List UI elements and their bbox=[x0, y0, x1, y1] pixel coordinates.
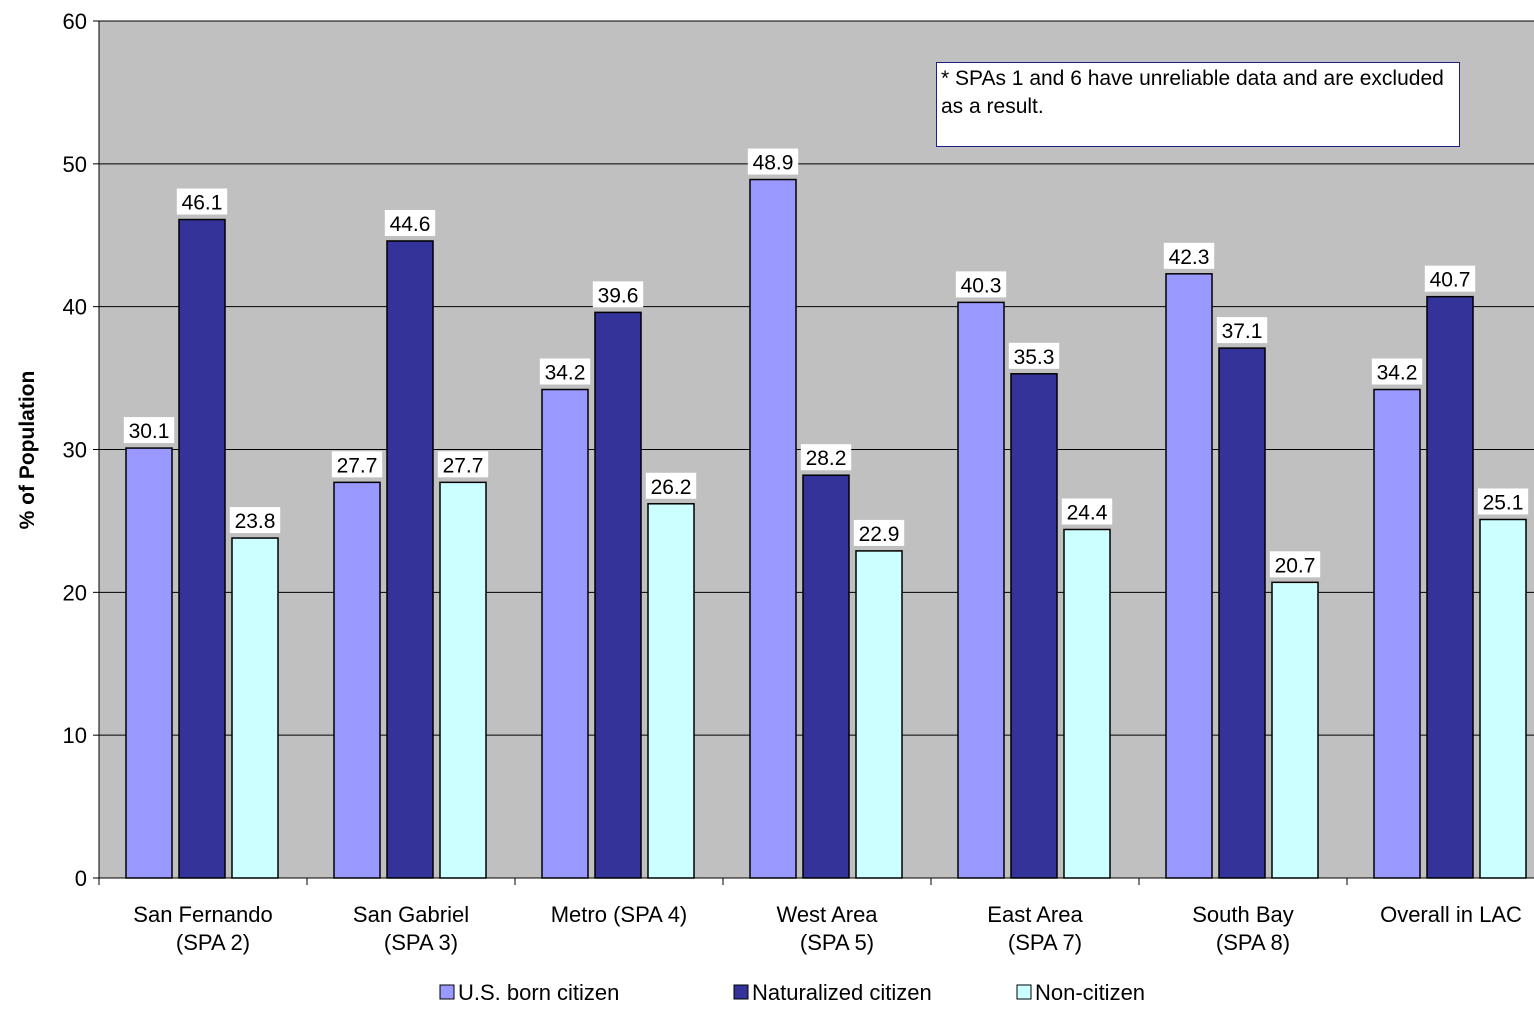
bar bbox=[1218, 347, 1266, 879]
data-label-background bbox=[1424, 265, 1476, 292]
data-label: 37.1 bbox=[1222, 320, 1263, 343]
data-label: 48.9 bbox=[753, 152, 794, 175]
data-label: 22.9 bbox=[859, 523, 900, 546]
legend-swatch bbox=[1016, 984, 1032, 1000]
legend-swatch bbox=[439, 984, 455, 1000]
legend-swatch bbox=[733, 984, 749, 1000]
x-tick-label: East Area (SPA 7) bbox=[987, 902, 1083, 955]
y-axis-title: % of Population bbox=[16, 371, 39, 530]
data-label: 34.2 bbox=[545, 362, 586, 385]
data-label: 34.2 bbox=[1377, 362, 1418, 385]
data-label: 40.3 bbox=[961, 274, 1002, 297]
y-axis: 0 10 20 30 40 50 60 bbox=[63, 9, 100, 891]
data-label-background bbox=[645, 472, 697, 499]
legend-label: Naturalized citizen bbox=[752, 980, 932, 1005]
data-label-background bbox=[800, 444, 852, 471]
bar bbox=[1165, 273, 1213, 879]
bar bbox=[647, 503, 695, 879]
data-label-background bbox=[331, 451, 383, 478]
data-label-background bbox=[747, 148, 799, 175]
bar bbox=[231, 537, 279, 879]
bar bbox=[802, 474, 850, 879]
bars bbox=[125, 178, 1527, 879]
x-tick-label: Metro (SPA 4) bbox=[551, 902, 688, 927]
data-labels: 30.1 27.7 34.2 48.9 40.3 42.3 34.2 46.1 44.6 39.6… bbox=[123, 148, 1529, 578]
data-label-background bbox=[1269, 551, 1321, 578]
bar bbox=[1373, 388, 1421, 879]
data-label: 30.1 bbox=[129, 420, 170, 443]
data-label: 26.2 bbox=[651, 476, 692, 499]
data-label: 28.2 bbox=[806, 447, 847, 470]
x-axis: San Fernando (SPA 2) San Gabriel (SPA 3) Met… bbox=[98, 877, 1534, 955]
bar bbox=[749, 178, 797, 879]
data-label: 24.4 bbox=[1067, 501, 1108, 524]
bar bbox=[855, 550, 903, 879]
annotation-note: * SPAs 1 and 6 have unreliable data and … bbox=[936, 62, 1460, 147]
bar bbox=[1063, 528, 1111, 879]
data-label-background bbox=[853, 519, 905, 546]
legend: U.S. born citizen Naturalized citizen Non-… bbox=[439, 980, 1145, 1005]
data-label-background bbox=[176, 188, 228, 215]
x-tick-label: San Gabriel (SPA 3) bbox=[353, 902, 469, 955]
bar bbox=[594, 311, 642, 879]
data-label: 23.8 bbox=[235, 510, 276, 533]
x-tick-label: West Area (SPA 5) bbox=[776, 902, 878, 955]
bar bbox=[439, 481, 487, 879]
data-label-background bbox=[384, 209, 436, 236]
bar bbox=[541, 388, 589, 879]
y-tick-label: 10 bbox=[63, 723, 87, 748]
x-tick-label: South Bay (SPA 8) bbox=[1192, 902, 1294, 955]
data-label: 27.7 bbox=[337, 454, 378, 477]
bar bbox=[1010, 373, 1058, 879]
y-tick-label: 50 bbox=[63, 152, 87, 177]
data-label: 42.3 bbox=[1169, 246, 1210, 269]
y-tick-label: 40 bbox=[63, 295, 87, 320]
data-label: 44.6 bbox=[390, 213, 431, 236]
legend-label: U.S. born citizen bbox=[458, 980, 619, 1005]
data-label-background bbox=[1477, 488, 1529, 515]
data-label-background bbox=[592, 281, 644, 308]
data-label-background bbox=[1008, 342, 1060, 369]
data-label-background bbox=[1061, 498, 1113, 525]
bar bbox=[1426, 295, 1474, 879]
data-label-background bbox=[1216, 317, 1268, 344]
data-label: 40.7 bbox=[1430, 269, 1471, 292]
bar bbox=[957, 301, 1005, 879]
y-tick-label: 30 bbox=[63, 438, 87, 463]
data-label: 39.6 bbox=[598, 284, 639, 307]
data-label: 25.1 bbox=[1483, 491, 1524, 514]
y-tick-label: 60 bbox=[63, 9, 87, 34]
x-tick-label: San Fernando (SPA 2) bbox=[133, 902, 272, 955]
x-tick-label: Overall in LAC bbox=[1380, 902, 1522, 927]
y-tick-label: 20 bbox=[63, 580, 87, 605]
data-label: 20.7 bbox=[1275, 554, 1316, 577]
data-label-background bbox=[229, 507, 281, 534]
data-label: 46.1 bbox=[182, 192, 223, 215]
bar bbox=[333, 481, 381, 879]
data-label: 35.3 bbox=[1014, 346, 1055, 369]
bar bbox=[1271, 581, 1319, 879]
y-tick-label: 0 bbox=[75, 866, 87, 891]
data-label-background bbox=[539, 358, 591, 385]
data-label-background bbox=[437, 451, 489, 478]
bar bbox=[125, 447, 173, 879]
data-label-background bbox=[1371, 358, 1423, 385]
data-label-background bbox=[123, 417, 175, 444]
data-label: 27.7 bbox=[443, 454, 484, 477]
data-label-background bbox=[955, 271, 1007, 298]
data-label-background bbox=[1163, 242, 1215, 269]
bar bbox=[1479, 518, 1527, 879]
bar bbox=[178, 218, 226, 879]
legend-label: Non-citizen bbox=[1035, 980, 1145, 1005]
bar bbox=[386, 240, 434, 879]
